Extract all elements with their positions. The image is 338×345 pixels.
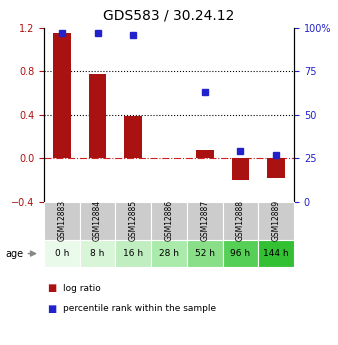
Text: ■: ■ (47, 283, 56, 293)
Bar (196, 150, 214, 158)
Text: 28 h: 28 h (159, 249, 179, 258)
Text: GSM12889: GSM12889 (272, 200, 281, 242)
Text: GSM12883: GSM12883 (57, 200, 66, 242)
Text: 96 h: 96 h (231, 249, 250, 258)
Bar (232, 158, 249, 180)
Text: percentile rank within the sample: percentile rank within the sample (63, 304, 216, 313)
Text: log ratio: log ratio (63, 284, 100, 293)
Text: ■: ■ (47, 304, 56, 314)
Text: GSM12884: GSM12884 (93, 200, 102, 242)
Bar (89, 75, 106, 158)
Text: GSM12888: GSM12888 (236, 200, 245, 241)
Bar (124, 116, 142, 158)
Text: GSM12885: GSM12885 (129, 200, 138, 242)
Text: 0 h: 0 h (55, 249, 69, 258)
Text: GSM12886: GSM12886 (165, 200, 173, 242)
Text: age: age (5, 249, 23, 258)
Bar (267, 158, 285, 178)
Bar (53, 33, 71, 158)
Text: 144 h: 144 h (263, 249, 289, 258)
Text: GSM12887: GSM12887 (200, 200, 209, 242)
Text: GDS583 / 30.24.12: GDS583 / 30.24.12 (103, 9, 235, 23)
Text: 52 h: 52 h (195, 249, 215, 258)
Text: 8 h: 8 h (90, 249, 105, 258)
Text: 16 h: 16 h (123, 249, 143, 258)
